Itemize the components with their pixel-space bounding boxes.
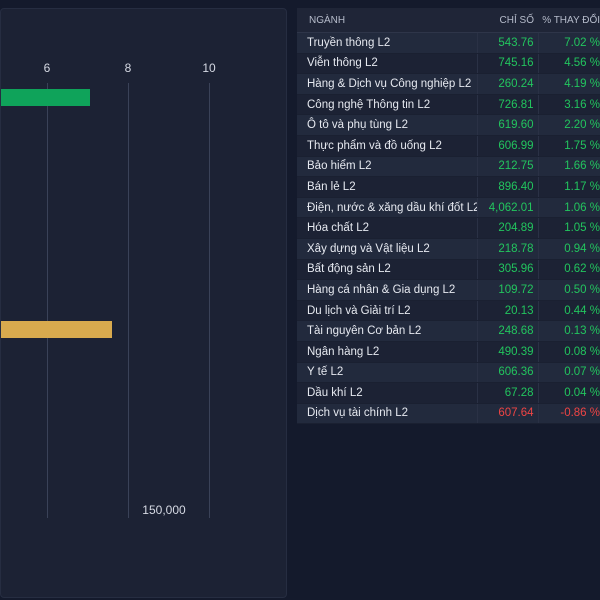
sector-name: Hàng & Dịch vụ Công nghiệp L2	[297, 73, 477, 95]
sector-change-percent: 0.13 %	[537, 320, 600, 342]
sector-index-value: 606.36	[476, 362, 538, 384]
sector-index-value: 606.99	[476, 135, 538, 157]
table-row[interactable]: Hàng & Dịch vụ Công nghiệp L2 260.24 4.19 …	[297, 73, 600, 95]
table-row[interactable]: Ngân hàng L2 490.39 0.08 %	[297, 341, 600, 363]
sector-name: Ô tô và phụ tùng L2	[297, 114, 477, 136]
table-row[interactable]: Truyền thông L2 543.76 7.02 %	[297, 32, 600, 54]
header-index[interactable]: CHỈ SỐ	[477, 8, 538, 33]
x-tick-label: 8	[124, 61, 132, 75]
table-row[interactable]: Du lịch và Giải trí L2 20.13 0.44 %	[297, 300, 600, 322]
sector-name: Dầu khí L2	[297, 382, 477, 404]
sector-change-percent: 0.08 %	[537, 341, 600, 363]
gridline-8	[128, 83, 129, 518]
sector-name: Bảo hiểm L2	[297, 156, 477, 178]
table-row[interactable]: Bán lẻ L2 896.40 1.17 %	[297, 176, 600, 198]
table-row[interactable]: Xây dựng và Vật liệu L2 218.78 0.94 %	[297, 238, 600, 260]
sector-change-percent: 1.17 %	[537, 176, 600, 198]
sector-name: Điện, nước & xăng dầu khí đốt L2	[297, 197, 477, 219]
sector-name: Hàng cá nhân & Gia dụng L2	[297, 279, 477, 301]
sector-index-value: 212.75	[476, 156, 538, 178]
axis-value-label: 150,000	[142, 503, 186, 517]
sector-change-percent: 0.94 %	[537, 238, 600, 260]
sector-name: Thực phẩm và đồ uống L2	[297, 135, 477, 157]
sector-index-value: 490.39	[476, 341, 538, 363]
sector-change-percent: 0.62 %	[537, 259, 600, 281]
sector-change-percent: 1.06 %	[537, 197, 600, 219]
sector-table-panel: NGÀNH CHỈ SỐ % THAY ĐỔI Truyền thông L2 5…	[297, 8, 600, 425]
sector-name: Xây dựng và Vật liệu L2	[297, 238, 477, 260]
sector-chart-panel: 6 8 10 150,000	[0, 8, 287, 598]
table-row[interactable]: Bất động sản L2 305.96 0.62 %	[297, 259, 600, 281]
sector-index-value: 204.89	[476, 217, 538, 239]
sector-change-percent: 0.07 %	[537, 362, 600, 384]
sector-name: Hóa chất L2	[297, 217, 477, 239]
chart-bar-gold[interactable]	[1, 321, 112, 338]
table-row[interactable]: Tài nguyên Cơ bản L2 248.68 0.13 %	[297, 320, 600, 342]
sector-change-percent: 0.04 %	[537, 382, 600, 404]
sector-index-value: 745.16	[476, 53, 538, 75]
sector-index-value: 4,062.01	[476, 197, 538, 219]
sector-name: Dịch vụ tài chính L2	[297, 403, 477, 425]
sector-name: Bất động sản L2	[297, 259, 477, 281]
table-header-row: NGÀNH CHỈ SỐ % THAY ĐỔI	[297, 8, 600, 33]
sector-change-percent: 0.44 %	[537, 300, 600, 322]
table-row[interactable]: Hàng cá nhân & Gia dụng L2 109.72 0.50 %	[297, 279, 600, 301]
sector-index-value: 305.96	[476, 259, 538, 281]
sector-index-value: 248.68	[476, 320, 538, 342]
sector-index-value: 260.24	[476, 73, 538, 95]
x-tick-label: 6	[43, 61, 51, 75]
sector-change-percent: 2.20 %	[537, 114, 600, 136]
table-row[interactable]: Viễn thông L2 745.16 4.56 %	[297, 53, 600, 75]
table-row[interactable]: Bảo hiểm L2 212.75 1.66 %	[297, 156, 600, 178]
gridline-6	[47, 83, 48, 518]
sector-name: Công nghệ Thông tin L2	[297, 94, 477, 116]
sector-name: Viễn thông L2	[297, 53, 477, 75]
sector-index-value: 109.72	[476, 279, 538, 301]
sector-change-percent: 4.56 %	[537, 53, 600, 75]
sector-name: Bán lẻ L2	[297, 176, 477, 198]
sector-index-value: 543.76	[476, 32, 538, 54]
sector-index-value: 20.13	[476, 300, 538, 322]
sector-change-percent: 1.66 %	[537, 156, 600, 178]
table-row[interactable]: Công nghệ Thông tin L2 726.81 3.16 %	[297, 94, 600, 116]
sector-index-value: 726.81	[476, 94, 538, 116]
chart-bar-green[interactable]	[1, 89, 90, 106]
sector-index-value: 619.60	[476, 114, 538, 136]
sector-change-percent: 1.05 %	[537, 217, 600, 239]
sector-change-percent: -0.86 %	[537, 403, 600, 425]
sector-name: Truyền thông L2	[297, 32, 477, 54]
table-row[interactable]: Ô tô và phụ tùng L2 619.60 2.20 %	[297, 114, 600, 136]
sector-change-percent: 0.50 %	[537, 279, 600, 301]
sector-change-percent: 4.19 %	[537, 73, 600, 95]
table-row[interactable]: Hóa chất L2 204.89 1.05 %	[297, 217, 600, 239]
sector-change-percent: 7.02 %	[537, 32, 600, 54]
sector-change-percent: 1.75 %	[537, 135, 600, 157]
header-sector[interactable]: NGÀNH	[297, 8, 477, 33]
gridline-10	[209, 83, 210, 518]
sector-index-value: 896.40	[476, 176, 538, 198]
sector-name: Y tế L2	[297, 362, 477, 384]
sector-index-value: 218.78	[476, 238, 538, 260]
table-row[interactable]: Y tế L2 606.36 0.07 %	[297, 362, 600, 384]
header-change[interactable]: % THAY ĐỔI	[538, 8, 600, 33]
table-row[interactable]: Thực phẩm và đồ uống L2 606.99 1.75 %	[297, 135, 600, 157]
sector-index-value: 607.64	[476, 403, 538, 425]
table-row[interactable]: Điện, nước & xăng dầu khí đốt L2 4,062.01…	[297, 197, 600, 219]
sector-name: Ngân hàng L2	[297, 341, 477, 363]
sector-name: Tài nguyên Cơ bản L2	[297, 320, 477, 342]
table-row[interactable]: Dịch vụ tài chính L2 607.64 -0.86 %	[297, 403, 600, 425]
sector-change-percent: 3.16 %	[537, 94, 600, 116]
table-row[interactable]: Dầu khí L2 67.28 0.04 %	[297, 382, 600, 404]
x-tick-label: 10	[202, 61, 216, 75]
sector-index-value: 67.28	[476, 382, 538, 404]
sector-name: Du lịch và Giải trí L2	[297, 300, 477, 322]
sector-table: NGÀNH CHỈ SỐ % THAY ĐỔI Truyền thông L2 5…	[297, 8, 600, 425]
